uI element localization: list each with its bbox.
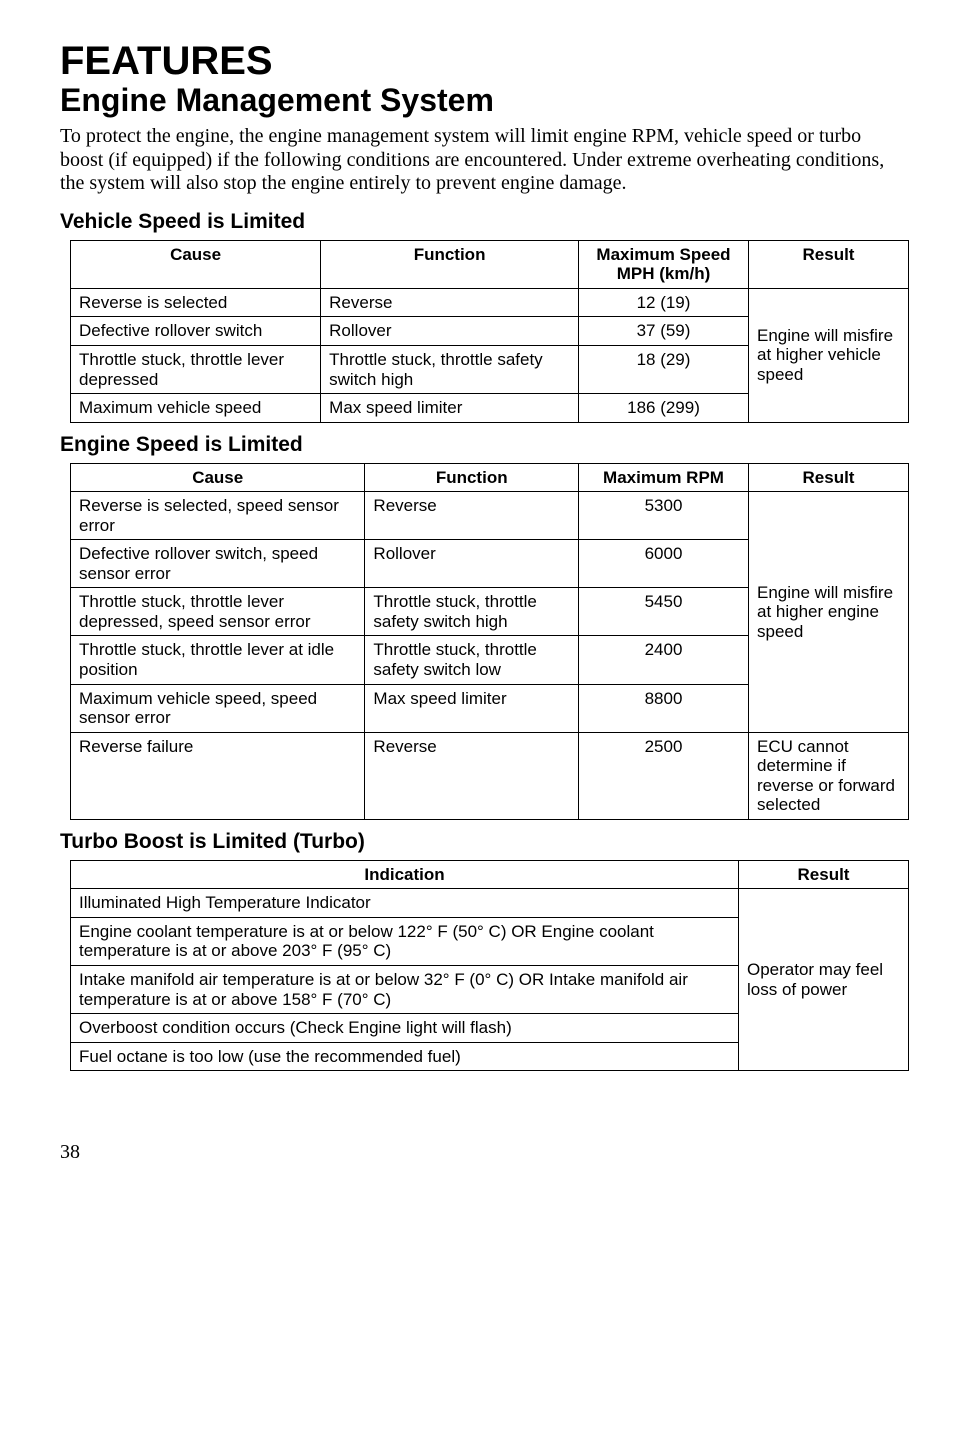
cell-function: Throttle stuck, throttle safety switch l… <box>365 636 579 684</box>
col-result: Result <box>749 463 909 492</box>
cell-function: Reverse <box>365 732 579 819</box>
table-header-row: Cause Function Maximum Speed MPH (km/h) … <box>71 240 909 288</box>
cell-max: 186 (299) <box>579 394 749 423</box>
cell-result: ECU cannot determine if reverse or forwa… <box>749 732 909 819</box>
cell-max: 6000 <box>579 540 749 588</box>
col-function: Function <box>321 240 579 288</box>
cell-max: 5450 <box>579 588 749 636</box>
cell-function: Max speed limiter <box>365 684 579 732</box>
turbo-boost-title: Turbo Boost is Limited (Turbo) <box>60 830 899 854</box>
cell-cause: Defective rollover switch, speed sensor … <box>71 540 365 588</box>
cell-indication: Illuminated High Temperature Indicator <box>71 889 739 918</box>
section-title: Engine Management System <box>60 82 899 119</box>
table-header-row: Cause Function Maximum RPM Result <box>71 463 909 492</box>
cell-function: Reverse <box>365 492 579 540</box>
table-row: Reverse failure Reverse 2500 ECU cannot … <box>71 732 909 819</box>
intro-paragraph: To protect the engine, the engine manage… <box>60 125 899 196</box>
vehicle-speed-title: Vehicle Speed is Limited <box>60 210 899 234</box>
col-result: Result <box>749 240 909 288</box>
cell-cause: Reverse is selected, speed sensor error <box>71 492 365 540</box>
cell-indication: Intake manifold air temperature is at or… <box>71 966 739 1014</box>
col-maxspeed: Maximum Speed MPH (km/h) <box>579 240 749 288</box>
table-row: Illuminated High Temperature Indicator O… <box>71 889 909 918</box>
cell-max: 2400 <box>579 636 749 684</box>
turbo-boost-table: Indication Result Illuminated High Tempe… <box>70 860 909 1071</box>
cell-function: Max speed limiter <box>321 394 579 423</box>
table-row: Reverse is selected, speed sensor error … <box>71 492 909 540</box>
cell-max: 18 (29) <box>579 345 749 393</box>
cell-function: Reverse <box>321 288 579 317</box>
cell-cause: Throttle stuck, throttle lever depressed <box>71 345 321 393</box>
cell-function: Rollover <box>321 317 579 346</box>
cell-cause: Defective rollover switch <box>71 317 321 346</box>
cell-function: Throttle stuck, throttle safety switch h… <box>321 345 579 393</box>
cell-max: 8800 <box>579 684 749 732</box>
vehicle-speed-table: Cause Function Maximum Speed MPH (km/h) … <box>70 240 909 423</box>
cell-cause: Maximum vehicle speed <box>71 394 321 423</box>
col-maxrpm: Maximum RPM <box>579 463 749 492</box>
col-cause: Cause <box>71 463 365 492</box>
cell-indication: Overboost condition occurs (Check Engine… <box>71 1014 739 1043</box>
cell-cause: Reverse is selected <box>71 288 321 317</box>
cell-function: Rollover <box>365 540 579 588</box>
cell-cause: Maximum vehicle speed, speed sensor erro… <box>71 684 365 732</box>
col-indication: Indication <box>71 860 739 889</box>
cell-function: Throttle stuck, throttle safety switch h… <box>365 588 579 636</box>
cell-result: Engine will misfire at higher engine spe… <box>749 492 909 732</box>
engine-speed-table: Cause Function Maximum RPM Result Revers… <box>70 463 909 820</box>
cell-indication: Engine coolant temperature is at or belo… <box>71 917 739 965</box>
cell-result: Operator may feel loss of power <box>739 889 909 1071</box>
table-header-row: Indication Result <box>71 860 909 889</box>
cell-max: 12 (19) <box>579 288 749 317</box>
cell-result: Engine will misfire at higher vehicle sp… <box>749 288 909 422</box>
col-result: Result <box>739 860 909 889</box>
col-cause: Cause <box>71 240 321 288</box>
cell-indication: Fuel octane is too low (use the recommen… <box>71 1042 739 1071</box>
main-title: FEATURES <box>60 40 899 82</box>
cell-max: 37 (59) <box>579 317 749 346</box>
page-number: 38 <box>60 1141 899 1164</box>
cell-max: 2500 <box>579 732 749 819</box>
col-function: Function <box>365 463 579 492</box>
engine-speed-title: Engine Speed is Limited <box>60 433 899 457</box>
table-row: Reverse is selected Reverse 12 (19) Engi… <box>71 288 909 317</box>
cell-max: 5300 <box>579 492 749 540</box>
cell-cause: Throttle stuck, throttle lever at idle p… <box>71 636 365 684</box>
cell-cause: Reverse failure <box>71 732 365 819</box>
cell-cause: Throttle stuck, throttle lever depressed… <box>71 588 365 636</box>
